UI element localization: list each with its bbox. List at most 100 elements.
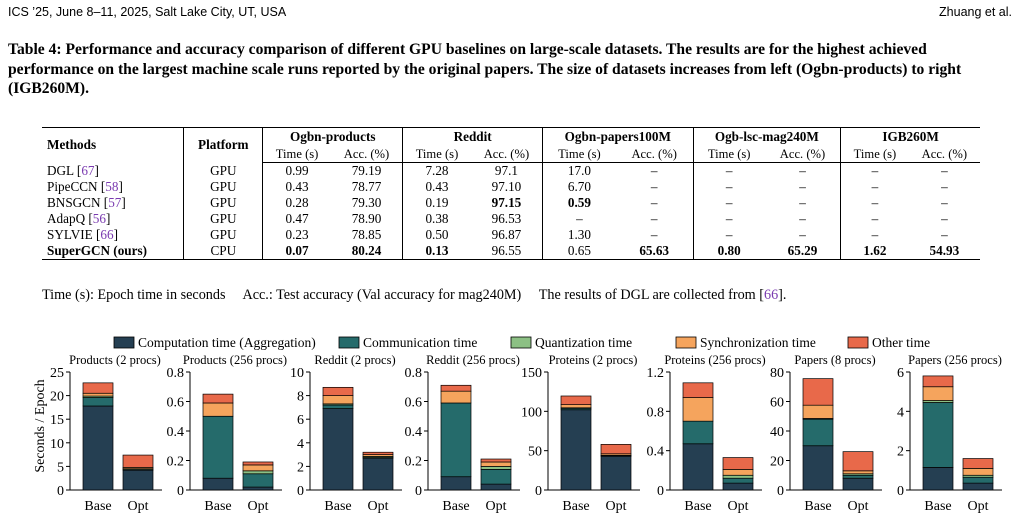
table-row: DGL [67] GPU 0.99 79.19 7.28 97.1 17.0 – – – – – bbox=[42, 162, 980, 179]
bar-segment bbox=[362, 451, 394, 455]
method-name: BNSGCN [57] bbox=[42, 195, 185, 211]
bar-segment bbox=[480, 469, 512, 485]
citation-link[interactable]: 58 bbox=[105, 179, 119, 194]
citation-link[interactable]: 56 bbox=[92, 211, 106, 226]
table-header-row: Methods Platform Ogbn-products Reddit Og… bbox=[42, 127, 980, 163]
sub-time-header: Time (s) bbox=[542, 146, 616, 163]
y-tick-label: 0.4 bbox=[647, 445, 665, 460]
value-cell: 1.30 bbox=[567, 227, 591, 242]
value-cell: 54.93 bbox=[929, 243, 960, 258]
method-label: SYLVIE bbox=[47, 227, 93, 242]
x-tick-label: Base bbox=[562, 499, 589, 514]
y-tick-label: 25 bbox=[50, 366, 64, 381]
bar-segment bbox=[722, 482, 754, 491]
table-row: AdapQ [56] GPU 0.47 78.90 0.38 96.53 – – – – – – bbox=[42, 211, 980, 227]
bar-segment bbox=[842, 451, 874, 472]
method-label: PipeCCN bbox=[47, 179, 98, 194]
footnote-end: ]. bbox=[778, 287, 787, 303]
table-row: PipeCCN [58] GPU 0.43 78.77 0.43 97.10 6.70 – – –… bbox=[42, 179, 980, 195]
footnote-citation-link[interactable]: 66 bbox=[763, 287, 779, 303]
method-name: SYLVIE [66] bbox=[42, 227, 185, 243]
x-tick-label: Opt bbox=[848, 499, 869, 514]
x-tick-label: Base bbox=[804, 499, 831, 514]
bar-segment bbox=[480, 458, 512, 463]
bar-segment bbox=[802, 378, 834, 406]
panel-title: Reddit (2 procs) bbox=[314, 353, 395, 367]
value-cell: 78.90 bbox=[330, 211, 404, 227]
sub-acc-header: Acc. (%) bbox=[615, 146, 694, 163]
value-cell: – bbox=[871, 163, 879, 178]
legend-swatch bbox=[510, 336, 532, 349]
y-tick-label: 4 bbox=[297, 437, 304, 452]
bar-segment bbox=[440, 476, 472, 491]
value-cell: 0.13 bbox=[425, 243, 449, 258]
method-name: DGL [67] bbox=[42, 162, 185, 179]
y-tick-label: 5 bbox=[57, 460, 64, 475]
platform-cell: GPU bbox=[183, 179, 264, 195]
bar-segment bbox=[242, 461, 274, 466]
citation-link[interactable]: 66 bbox=[100, 227, 114, 242]
value-cell: – bbox=[871, 195, 879, 210]
method-name: SuperGCN (ours) bbox=[42, 243, 185, 260]
value-cell: – bbox=[764, 162, 842, 179]
footnote-dgl: The results of DGL are collected from [ bbox=[538, 287, 764, 303]
platform-cell: CPU bbox=[183, 243, 264, 260]
panel-title: Proteins (256 procs) bbox=[664, 353, 765, 367]
method-name: PipeCCN [58] bbox=[42, 179, 185, 195]
bar-segment bbox=[202, 402, 234, 417]
y-tick-label: 4 bbox=[897, 405, 904, 420]
value-cell: – bbox=[764, 195, 842, 211]
legend-swatch bbox=[113, 336, 135, 349]
y-tick-label: 0 bbox=[57, 484, 64, 499]
y-tick-label: 0.6 bbox=[167, 396, 185, 411]
method-label: SuperGCN (ours) bbox=[47, 243, 148, 258]
bar-segment bbox=[722, 474, 754, 479]
bar-segment bbox=[722, 477, 754, 484]
value-cell: – bbox=[725, 195, 733, 210]
citation-link[interactable]: 67 bbox=[81, 162, 95, 178]
col-methods-header: Methods bbox=[42, 127, 185, 163]
bar-segment bbox=[322, 395, 354, 405]
x-tick-label: Base bbox=[324, 499, 351, 514]
y-tick-label: 150 bbox=[521, 366, 542, 381]
y-tick-label: 0.2 bbox=[167, 455, 185, 470]
y-tick-label: 10 bbox=[50, 437, 64, 452]
bar-segment bbox=[440, 402, 472, 478]
value-cell: 65.29 bbox=[764, 243, 842, 260]
citation-link[interactable]: 57 bbox=[108, 195, 122, 210]
dataset-header: Reddit bbox=[402, 127, 544, 146]
bar-segment bbox=[322, 408, 354, 491]
bar-segment bbox=[560, 395, 592, 405]
bar-segment bbox=[322, 386, 354, 396]
bar-segment bbox=[922, 375, 954, 388]
footnote-acc: Acc.: Test accuracy (Val accuracy for ma… bbox=[242, 287, 522, 303]
bar-segment bbox=[682, 382, 714, 398]
bar-segment bbox=[922, 467, 954, 491]
value-cell: 1.62 bbox=[863, 243, 887, 258]
value-cell: 0.07 bbox=[285, 243, 309, 258]
method-label: AdapQ bbox=[47, 211, 86, 226]
legend-swatch bbox=[675, 336, 697, 349]
legend-label: Other time bbox=[872, 335, 930, 350]
table-caption: Table 4: Performance and accuracy compar… bbox=[8, 41, 962, 97]
running-header-left: ICS ’25, June 8–11, 2025, Salt Lake City… bbox=[8, 5, 287, 19]
table-body: DGL [67] GPU 0.99 79.19 7.28 97.1 17.0– – – – – Pip… bbox=[42, 162, 980, 260]
bar-segment bbox=[242, 473, 274, 488]
y-tick-label: 0.4 bbox=[167, 425, 185, 440]
dataset-header: Ogbn-products bbox=[262, 127, 404, 146]
legend-label: Quantization time bbox=[535, 335, 632, 350]
bar-segment bbox=[962, 476, 994, 484]
panel-title: Reddit (256 procs) bbox=[426, 353, 520, 367]
bar-segment bbox=[82, 405, 114, 491]
y-tick-label: 1.2 bbox=[647, 366, 665, 381]
y-tick-label: 6 bbox=[297, 413, 304, 428]
x-tick-label: Opt bbox=[606, 499, 627, 514]
value-cell: – bbox=[941, 179, 948, 194]
legend-label: Computation time (Aggregation) bbox=[138, 335, 316, 350]
x-tick-label: Base bbox=[684, 499, 711, 514]
value-cell: – bbox=[725, 163, 733, 178]
table-footnote: Time (s): Epoch time in seconds Acc.: Te… bbox=[42, 287, 786, 304]
bar-segment bbox=[722, 469, 754, 476]
sub-time-header: Time (s) bbox=[402, 146, 471, 163]
method-label: BNSGCN bbox=[47, 195, 101, 210]
